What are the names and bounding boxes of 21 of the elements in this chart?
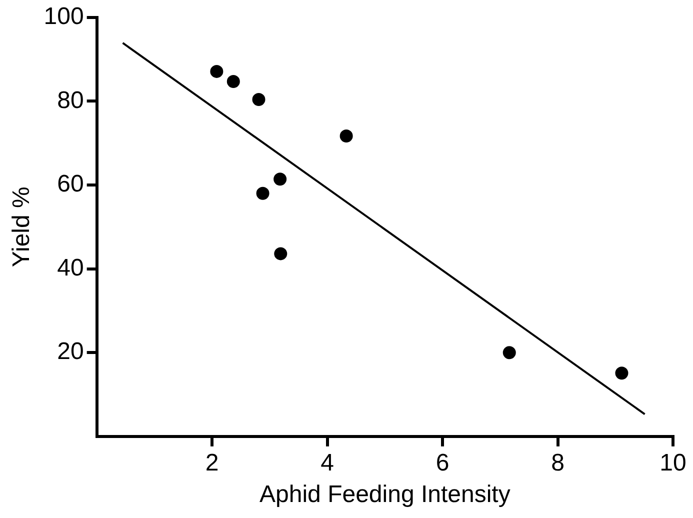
y-axis-title: Yield %	[8, 186, 36, 268]
point	[274, 172, 287, 186]
y-tick-label: 60	[57, 170, 84, 198]
x-tick-label: 2	[205, 449, 219, 476]
x-tick-label: 6	[436, 449, 450, 476]
point	[252, 93, 266, 106]
y-tick-label: 100	[44, 3, 84, 30]
point	[226, 75, 240, 88]
x-tick-label: 10	[660, 449, 686, 476]
y-tick-label: 40	[57, 254, 84, 282]
x-tick-label: 4	[320, 449, 334, 476]
point	[274, 247, 288, 260]
x-tick-label: 8	[551, 449, 564, 476]
point	[256, 186, 270, 200]
point	[340, 129, 353, 142]
x-axis-title: Aphid Feeding Intensity	[260, 481, 510, 508]
point	[502, 346, 516, 360]
point	[210, 64, 224, 78]
y-tick-label: 80	[57, 86, 84, 114]
y-tick-label: 20	[57, 338, 84, 366]
point	[615, 366, 628, 380]
